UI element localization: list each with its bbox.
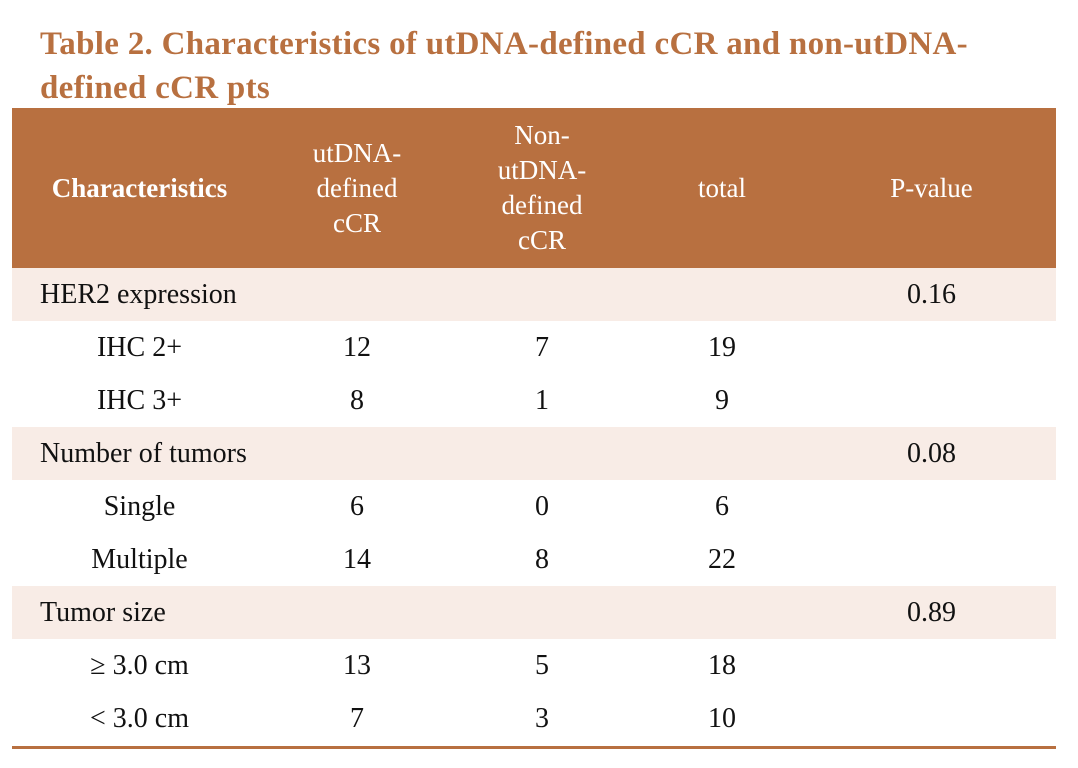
- table-row: IHC 3+ 8 1 9: [12, 374, 1056, 427]
- table-group-row: HER2 expression 0.16: [12, 268, 1056, 321]
- cell-utdna-defined: 14: [343, 543, 371, 575]
- table-row: ≥ 3.0 cm 13 5 18: [12, 639, 1056, 692]
- header-non-utdna-line: utDNA-: [497, 155, 587, 185]
- table-header: Characteristics utDNA- defined cCR Non- …: [12, 108, 1056, 268]
- row-label: IHC 2+: [96, 331, 182, 363]
- cell-utdna-defined: 12: [343, 331, 371, 363]
- cell-non-utdna-defined: 0: [535, 490, 549, 522]
- cell-total: 22: [708, 543, 736, 575]
- header-utdna-line: cCR: [332, 207, 381, 238]
- row-label: < 3.0 cm: [90, 702, 189, 734]
- table-group-row: Tumor size 0.89: [12, 586, 1056, 639]
- row-label: IHC 3+: [96, 384, 182, 416]
- header-non-utdna-line: cCR: [517, 225, 566, 255]
- header-p-value: P-value: [890, 172, 973, 203]
- cell-utdna-defined: 6: [350, 490, 364, 522]
- table-group-row: Number of tumors 0.08: [12, 427, 1056, 480]
- header-utdna-line: defined: [316, 172, 398, 203]
- table-bottom-rule: [12, 746, 1056, 749]
- header-non-utdna-defined-ccr: Non- utDNA- defined cCR: [447, 118, 637, 258]
- header-utdna-line: utDNA-: [312, 137, 402, 168]
- cell-non-utdna-defined: 3: [535, 702, 549, 734]
- header-total: total: [698, 172, 746, 203]
- cell-utdna-defined: 8: [350, 384, 364, 416]
- header-characteristics: Characteristics: [51, 172, 228, 203]
- table-title: Table 2. Characteristics of utDNA-define…: [40, 26, 968, 106]
- table-row: IHC 2+ 12 7 19: [12, 321, 1056, 374]
- header-utdna-defined-ccr: utDNA- defined cCR: [267, 136, 447, 241]
- row-label: HER2 expression: [40, 278, 237, 310]
- row-label: Multiple: [91, 543, 188, 575]
- cell-total: 19: [708, 331, 736, 363]
- cell-total: 9: [715, 384, 729, 416]
- cell-p-value: 0.89: [907, 596, 956, 628]
- table-row: < 3.0 cm 7 3 10: [12, 692, 1056, 745]
- table-row: Single 6 0 6: [12, 480, 1056, 533]
- cell-utdna-defined: 7: [350, 702, 364, 734]
- cell-p-value: 0.16: [907, 278, 956, 310]
- table-row: Multiple 14 8 22: [12, 533, 1056, 586]
- row-label: Tumor size: [40, 596, 166, 628]
- header-non-utdna-line: defined: [501, 190, 583, 220]
- cell-utdna-defined: 13: [343, 649, 371, 681]
- row-label: ≥ 3.0 cm: [90, 649, 189, 681]
- cell-total: 18: [708, 649, 736, 681]
- row-label: Number of tumors: [40, 437, 247, 469]
- cell-p-value: 0.08: [907, 437, 956, 469]
- row-label: Single: [103, 490, 176, 522]
- cell-non-utdna-defined: 5: [535, 649, 549, 681]
- table-body: HER2 expression 0.16 IHC 2+ 12 7 19 IHC 3+ 8 1 9 N…: [12, 268, 1056, 745]
- cell-total: 10: [708, 702, 736, 734]
- cell-non-utdna-defined: 8: [535, 543, 549, 575]
- characteristics-table: Characteristics utDNA- defined cCR Non- …: [12, 108, 1056, 745]
- cell-total: 6: [715, 490, 729, 522]
- header-non-utdna-line: Non-: [514, 120, 570, 150]
- cell-non-utdna-defined: 7: [535, 331, 549, 363]
- cell-non-utdna-defined: 1: [535, 384, 549, 416]
